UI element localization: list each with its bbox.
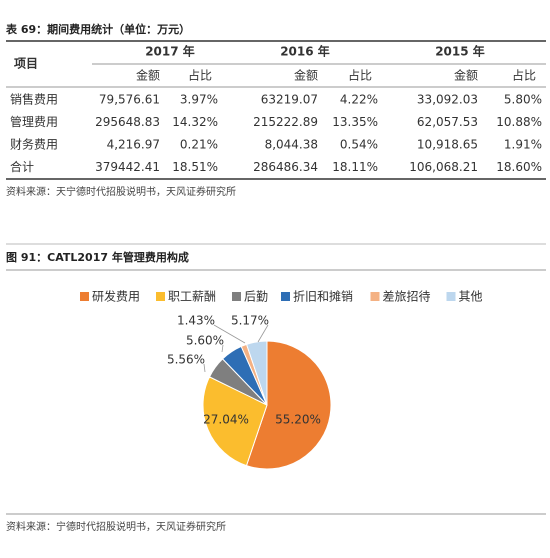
legend-swatch (281, 292, 290, 301)
cell: 18.11% (332, 160, 378, 174)
header-cell: 项目 (14, 57, 38, 71)
cell: 63219.07 (261, 93, 318, 107)
cell: 1.91% (504, 138, 542, 152)
legend-label: 职工薪酬 (168, 290, 216, 304)
legend-swatch (156, 292, 165, 301)
table-source: 资料来源：天宁德时代招股说明书，天风证券研究所 (6, 185, 236, 198)
legend-swatch (446, 292, 456, 301)
subheader-cell: 占比 (188, 68, 212, 83)
cell: 4,216.97 (107, 138, 160, 152)
row-label: 合计 (10, 159, 34, 174)
cell: 3.97% (180, 93, 218, 107)
pie-slice (245, 340, 332, 470)
data-label: 5.17% (231, 314, 269, 328)
cell: 286486.34 (253, 160, 318, 174)
chart-title: 图 91：CATL2017 年管理费用构成 (6, 250, 189, 264)
cell: 215222.89 (253, 115, 318, 129)
pie-slice (245, 340, 268, 406)
data-label: 27.04% (203, 413, 249, 427)
header-cell: 2016 年 (280, 44, 330, 59)
leader-line (213, 324, 246, 344)
cell: 18.51% (172, 160, 218, 174)
data-label: 55.20% (275, 413, 321, 427)
legend-label: 折旧和摊销 (293, 289, 353, 304)
cell: 13.35% (332, 115, 378, 129)
table-title: 表 69：期间费用统计（单位：万元） (5, 22, 190, 36)
chart-source: 资料来源：宁德时代招股说明书，天风证券研究所 (6, 520, 226, 533)
cell: 14.32% (172, 115, 218, 129)
legend-label: 差旅招待 (383, 290, 431, 304)
subheader-cell: 金额 (294, 68, 318, 83)
legend-swatch (80, 292, 89, 301)
legend-label: 后勤 (244, 290, 268, 304)
row-label: 管理费用 (10, 114, 58, 129)
cell: 79,576.61 (99, 93, 160, 107)
subheader-cell: 占比 (512, 68, 536, 83)
row-label: 销售费用 (10, 92, 58, 107)
cell: 62,057.53 (417, 115, 478, 129)
cell: 5.80% (504, 93, 542, 107)
cell: 379442.41 (95, 160, 160, 174)
header-cell: 2015 年 (435, 44, 485, 59)
subheader-cell: 占比 (348, 68, 372, 83)
cell: 10.88% (496, 115, 542, 129)
cell: 10,918.65 (417, 138, 478, 152)
data-label: 1.43% (177, 314, 215, 328)
cell: 295648.83 (95, 115, 160, 129)
legend-label: 其他 (459, 290, 483, 304)
cell: 0.21% (180, 138, 218, 152)
legend-swatch (232, 292, 241, 301)
header-cell: 2017 年 (145, 44, 195, 59)
cell: 33,092.03 (417, 93, 478, 107)
data-label: 5.56% (167, 353, 205, 367)
subheader-cell: 金额 (136, 68, 160, 83)
legend-swatch (370, 292, 380, 301)
data-label: 5.60% (186, 334, 224, 348)
cell: 18.60% (496, 160, 542, 174)
leader-line (257, 324, 269, 343)
legend-label: 研发费用 (92, 289, 140, 304)
row-label: 财务费用 (10, 137, 58, 152)
pie-slice (202, 376, 268, 467)
leader-line (203, 363, 206, 373)
subheader-cell: 金额 (454, 68, 478, 83)
cell: 4.22% (340, 93, 378, 107)
cell: 106,068.21 (409, 160, 478, 174)
leader-line (221, 344, 224, 353)
cell: 8,044.38 (265, 138, 318, 152)
cell: 0.54% (340, 138, 378, 152)
